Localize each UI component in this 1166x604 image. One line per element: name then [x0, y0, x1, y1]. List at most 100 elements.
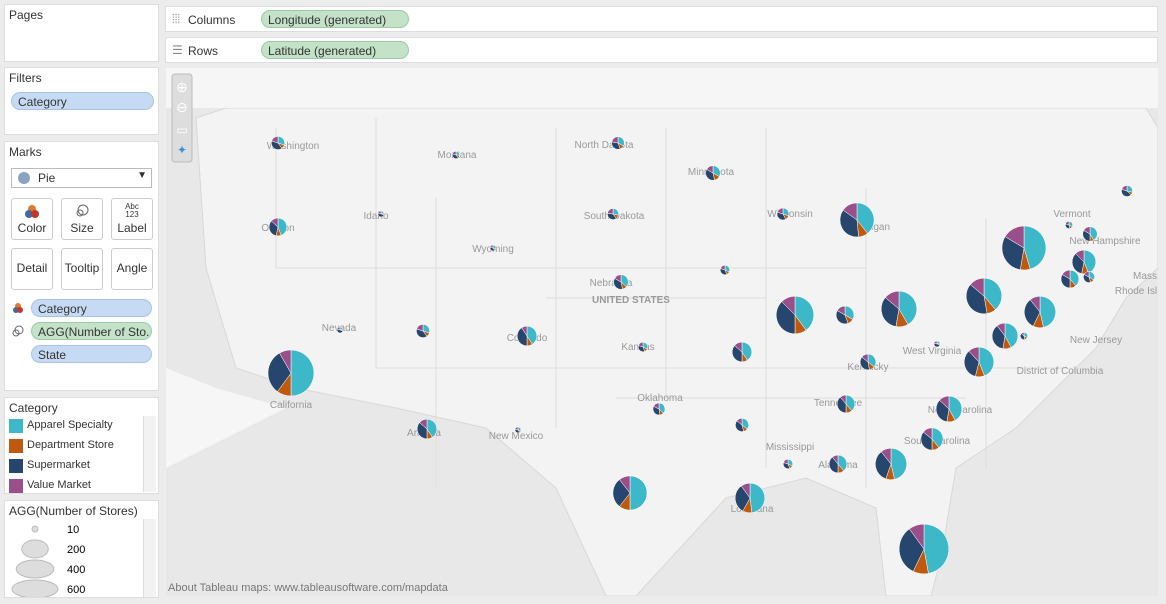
state-borders: [275, 118, 1066, 488]
pie-slice: [776, 301, 796, 335]
pie: [734, 482, 766, 514]
pie-slice: [935, 399, 950, 423]
pie-slice: [842, 202, 858, 221]
mark-type-dropdown[interactable]: Pie ▼: [11, 168, 152, 188]
pie: [652, 402, 666, 416]
label-button[interactable]: Abc 123 Label: [111, 198, 153, 240]
pie: [613, 274, 629, 290]
pie-slice: [831, 454, 839, 465]
pie-slice: [991, 325, 1006, 350]
pie-slice: [1020, 332, 1025, 337]
pie-slice: [1075, 249, 1085, 263]
size-button[interactable]: Size: [61, 198, 103, 240]
pie: [920, 427, 944, 451]
pie-slice: [271, 136, 279, 144]
map-label: Kansas: [621, 342, 654, 353]
filter-pill[interactable]: Category: [11, 92, 154, 110]
pie: [836, 394, 856, 414]
pie: [898, 523, 950, 575]
pie: [735, 418, 749, 432]
pie-slice: [969, 277, 985, 297]
pie-slice: [731, 345, 743, 363]
pie: [880, 290, 918, 328]
color-button[interactable]: Color: [11, 198, 53, 240]
map-label: North Dakota: [575, 140, 634, 151]
scrollbar[interactable]: [143, 519, 156, 597]
map-label: Vermont: [1053, 209, 1090, 220]
pie-slice: [720, 265, 726, 271]
legend-label[interactable]: Department Store: [27, 439, 114, 451]
shelf-pill[interactable]: Longitude (generated): [261, 10, 409, 28]
button-label: Size: [70, 221, 94, 235]
pie-slice: [931, 427, 944, 449]
size-legend-label: 200: [67, 544, 85, 556]
pie-slice: [794, 295, 815, 331]
pie: [933, 340, 941, 348]
pie: [489, 244, 497, 252]
legend-swatch[interactable]: [9, 419, 23, 433]
shelf-icon: ☰: [172, 43, 183, 57]
pie: [638, 342, 648, 352]
pie-slice: [856, 202, 875, 234]
pie-slice: [777, 207, 784, 215]
legend-swatch[interactable]: [9, 439, 23, 453]
scrollbar[interactable]: [143, 416, 156, 492]
marks-pill[interactable]: Category: [31, 299, 152, 317]
map-label: UNITED STATES: [592, 295, 670, 306]
color-legend: Category Apparel Specialty Department Stor…: [4, 397, 159, 494]
shelf-icon: ⦙⦙⦙: [172, 12, 181, 26]
pie-slice: [828, 456, 839, 474]
size-legend-mark: [21, 539, 49, 559]
angle-button[interactable]: Angle: [111, 248, 153, 290]
pin-map[interactable]: ✦: [177, 143, 187, 157]
shelf-pill[interactable]: Latitude (generated): [261, 41, 409, 59]
legend-swatch[interactable]: [9, 479, 23, 493]
legend-swatch[interactable]: [9, 459, 23, 473]
rows-shelf: ☰ Rows Latitude (generated): [165, 37, 1158, 63]
map-toolbar[interactable]: [171, 73, 193, 163]
marks-pill[interactable]: AGG(Number of Sto..: [31, 322, 152, 340]
icon-text: Abc: [125, 202, 139, 211]
pie-slice: [783, 459, 789, 465]
pie-slice: [514, 426, 519, 431]
pie-slice: [996, 322, 1006, 337]
zoom-area[interactable]: ▭: [176, 123, 187, 137]
zoom-out[interactable]: ⊖: [176, 99, 188, 115]
pie-slice: [1071, 253, 1085, 274]
legend-label[interactable]: Supermarket: [27, 459, 90, 471]
button-label: Color: [17, 221, 47, 235]
legend-label[interactable]: Value Market: [27, 479, 91, 491]
zoom-in[interactable]: ⊕: [176, 79, 188, 95]
filters-card: Filters Category: [4, 67, 159, 135]
pie-slice: [638, 342, 644, 348]
pie-slice: [740, 482, 751, 499]
pie-slice: [1004, 322, 1019, 348]
map-label: District of Columbia: [1017, 366, 1104, 377]
pie: [416, 324, 430, 338]
pie-slice: [884, 290, 900, 310]
detail-button[interactable]: Detail: [11, 248, 53, 290]
pie: [1024, 296, 1056, 328]
pie: [377, 210, 385, 218]
marks-pill[interactable]: State: [31, 345, 152, 363]
pie-slice: [521, 325, 528, 337]
pie-slice: [948, 395, 963, 421]
pie: [859, 353, 877, 371]
pie-slice: [845, 394, 856, 412]
pie-slice: [965, 284, 988, 315]
pie: [935, 395, 963, 423]
pie-slice: [898, 528, 925, 572]
pie-slice: [1004, 225, 1025, 249]
map-label: Wisconsin: [767, 209, 813, 220]
legend-label[interactable]: Apparel Specialty: [27, 419, 113, 431]
pie-slice: [277, 217, 288, 236]
pie-slice: [489, 244, 494, 249]
button-label: Detail: [16, 261, 48, 275]
pie: [839, 202, 875, 238]
size-legend-mark: [31, 525, 39, 533]
pie-slice: [290, 349, 315, 397]
map-label: California: [270, 400, 313, 411]
pie: [1083, 271, 1095, 283]
pie: [776, 295, 815, 335]
tooltip-button[interactable]: Tooltip: [61, 248, 103, 290]
